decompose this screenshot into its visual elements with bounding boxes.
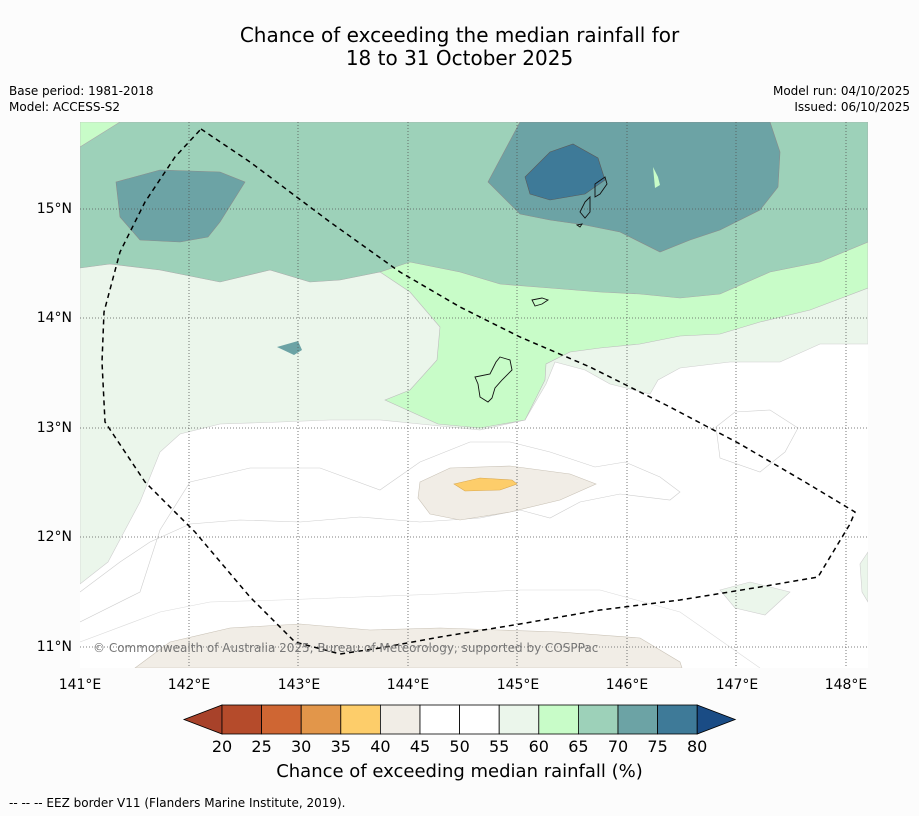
x-tick-label: 145°E <box>496 677 540 693</box>
contour-35-40-center <box>453 477 518 492</box>
colorbar-bin <box>261 704 302 735</box>
colorbar-bin <box>578 704 619 735</box>
colorbar-tick-label: 40 <box>370 737 391 756</box>
colorbar-tick-label: 35 <box>330 737 351 756</box>
base-period-text: Base period: 1981-2018 <box>9 84 154 98</box>
y-tick-label: 15°N <box>36 201 72 217</box>
island-rota <box>531 297 550 307</box>
colorbar-bin <box>459 704 500 735</box>
contour-green-right-edge <box>859 551 868 603</box>
colorbar-bin <box>657 704 698 735</box>
contour-line-45 <box>80 589 761 668</box>
x-tick-label: 148°E <box>824 677 868 693</box>
colorbar-tick-label: 70 <box>607 737 629 756</box>
colorbar-tick-label: 45 <box>409 737 431 756</box>
copyright-text: © Commonwealth of Australia 2025, Bureau… <box>93 641 599 655</box>
colorbar-tick-label: 75 <box>647 737 668 756</box>
colorbar-bin <box>300 704 342 735</box>
colorbar-bin <box>498 704 540 735</box>
colorbar-tick-label: 25 <box>251 737 272 756</box>
x-tick-label: 142°E <box>167 677 211 693</box>
x-tick-label: 147°E <box>715 677 759 693</box>
colorbar-under-arrow <box>182 704 223 735</box>
issued-text: Issued: 06/10/2025 <box>794 100 910 114</box>
colorbar-tick-label: 50 <box>449 737 470 756</box>
chart-title-line2: 18 to 31 October 2025 <box>345 46 574 70</box>
eez-border <box>101 128 856 655</box>
contour-70-75-small <box>277 341 302 355</box>
contour-white-east <box>715 409 799 473</box>
y-tick-label: 12°N <box>36 529 72 545</box>
contour-75-80 <box>524 143 606 201</box>
y-tick-label: 11°N <box>36 639 72 655</box>
contour-line-50 <box>80 441 681 623</box>
colorbar-bin <box>340 704 381 735</box>
colorbar-tick-label: 60 <box>528 737 549 756</box>
colorbar-label: Chance of exceeding median rainfall (%) <box>276 761 643 782</box>
x-tick-label: 141°E <box>58 677 102 693</box>
model-run-text: Model run: 04/10/2025 <box>772 84 910 98</box>
colorbar-tick-label: 65 <box>568 737 589 756</box>
contour-40-45-bottom <box>134 623 683 668</box>
island-guam <box>474 356 513 403</box>
island-small <box>575 223 583 228</box>
x-tick-label: 144°E <box>386 677 430 693</box>
islands <box>474 176 608 403</box>
colorbar-bin <box>538 704 579 735</box>
colorbar-bin <box>379 704 421 735</box>
gridlines <box>80 122 868 668</box>
model-text: Model: ACCESS-S2 <box>9 100 121 114</box>
x-tick-label: 143°E <box>277 677 321 693</box>
colorbar-bin <box>221 704 262 735</box>
colorbar-tick-label: 20 <box>211 737 233 756</box>
colorbar-over-arrow <box>696 704 737 735</box>
contour-small-green <box>653 167 660 188</box>
colorbar-bin <box>617 704 658 735</box>
colorbar-bin <box>419 704 460 735</box>
contour-70-75-west <box>115 169 246 243</box>
contour-40-45-center <box>417 465 597 521</box>
colorbar-tick-label: 30 <box>291 737 312 756</box>
y-tick-label: 13°N <box>36 420 72 436</box>
island-saipan <box>594 176 608 198</box>
colorbar-tick-label: 55 <box>489 737 510 756</box>
island-tinian <box>579 195 591 219</box>
colorbar-tick-label: 80 <box>687 737 708 756</box>
chart-title-line1: Chance of exceeding the median rainfall … <box>239 23 680 47</box>
contour-green-lower-right <box>719 581 791 616</box>
y-tick-label: 14°N <box>36 310 72 326</box>
eez-legend: -- -- -- EEZ border V11 (Flanders Marine… <box>9 796 346 810</box>
rainfall-map <box>80 122 868 668</box>
x-tick-label: 146°E <box>605 677 649 693</box>
